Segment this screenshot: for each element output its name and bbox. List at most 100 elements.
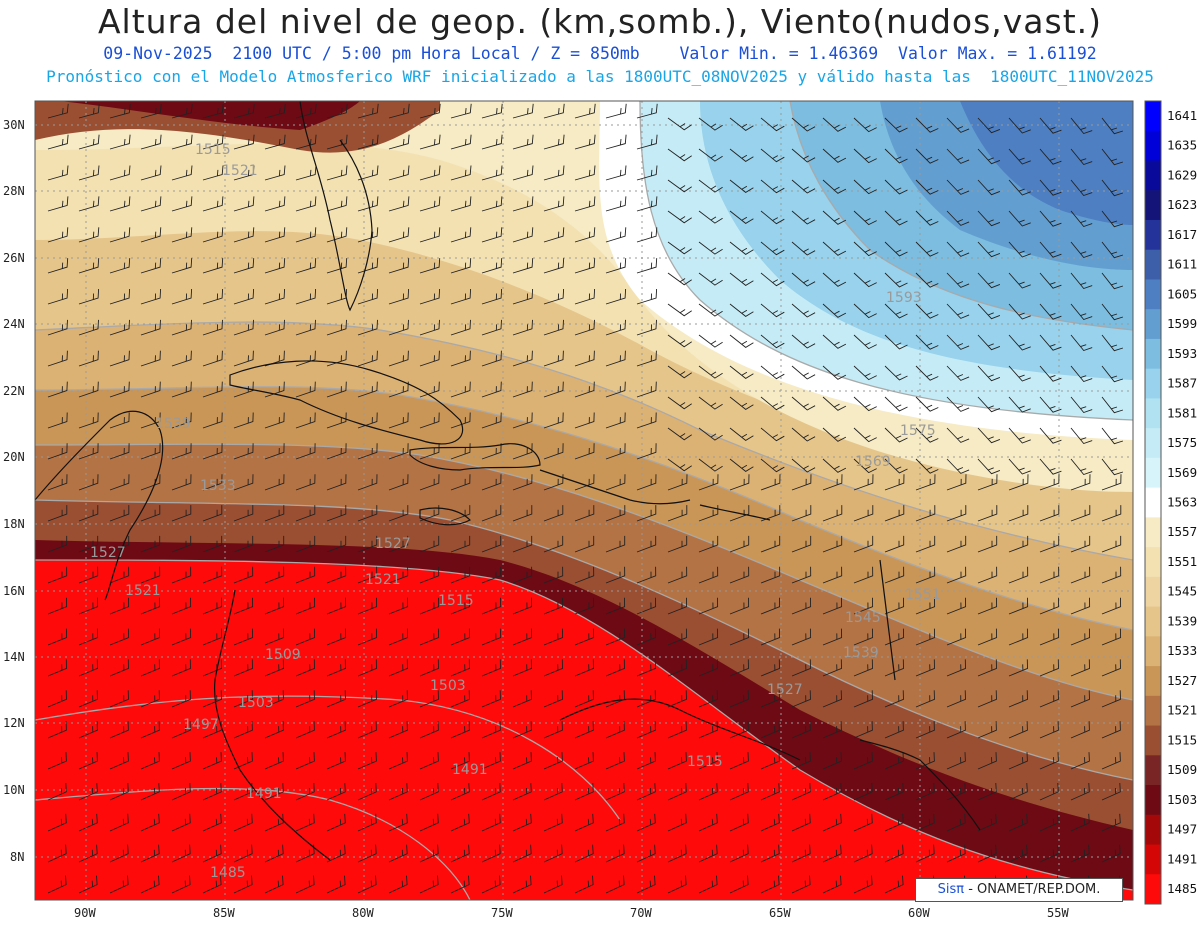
colorbar-swatch: [1145, 725, 1161, 756]
wind-barb: [357, 597, 378, 615]
colorbar-swatch: [1145, 666, 1161, 697]
wind-barb: [543, 288, 565, 305]
wind-barb: [109, 165, 131, 181]
wind-barb: [698, 813, 718, 832]
wind-barb: [388, 505, 409, 522]
wind-barb: [543, 227, 565, 243]
wind-barb: [481, 412, 502, 429]
wind-barb: [233, 505, 254, 522]
wind-barb: [295, 474, 316, 491]
wind-barb: [915, 535, 936, 553]
wind-barb: [667, 303, 692, 317]
wind-barb: [853, 474, 874, 491]
wind-barb: [450, 227, 472, 243]
wind-barb: [326, 319, 347, 336]
wind-barb: [698, 566, 719, 584]
wind-barb: [698, 690, 718, 708]
wind-barb: [512, 350, 533, 367]
lon-tick-label: 60W: [908, 906, 930, 920]
wind-barb: [109, 443, 130, 460]
wind-barb: [884, 659, 904, 677]
colorbar-swatch: [1145, 487, 1161, 518]
wind-barb: [295, 597, 316, 615]
wind-barb: [791, 396, 816, 411]
wind-barb: [171, 752, 191, 770]
lat-tick-label: 12N: [3, 716, 25, 730]
wind-barb: [853, 179, 877, 195]
wind-barb: [78, 443, 99, 460]
wind-barb: [822, 628, 843, 646]
colorbar-label: 1629: [1167, 167, 1197, 182]
colorbar-label: 1503: [1167, 792, 1197, 807]
wind-barb: [667, 334, 692, 348]
wind-barb: [1008, 505, 1029, 522]
wind-barb: [1101, 628, 1122, 646]
wind-barb: [202, 813, 222, 832]
wind-barb: [202, 443, 223, 460]
wind-barb: [791, 505, 812, 522]
wind-barb: [636, 628, 657, 646]
contour-label: 1569: [855, 454, 891, 470]
wind-barb: [171, 196, 193, 212]
wind-barb: [481, 628, 502, 646]
wind-barb: [915, 659, 935, 677]
contour-label: 1533: [200, 478, 236, 494]
colorbar: 1641 1635 1629 1623 1617 1611 1605 1599 1593 1587…: [1144, 100, 1197, 905]
wind-barb: [295, 813, 315, 832]
wind-barb: [109, 597, 130, 615]
contour-label: 1521: [125, 583, 161, 599]
wind-barb: [636, 103, 658, 119]
wind-barb: [233, 535, 254, 553]
wind-barb: [791, 303, 816, 318]
wind-barb: [698, 148, 723, 162]
contour-label: 1545: [845, 610, 881, 626]
wind-barb: [884, 752, 904, 770]
wind-barb: [481, 566, 502, 584]
wind-barb: [791, 659, 811, 677]
wind-barb: [636, 319, 657, 336]
wind-barb: [109, 319, 130, 336]
wind-barb: [171, 412, 192, 429]
wind-barb: [140, 319, 161, 336]
colorbar-label: 1497: [1167, 822, 1197, 837]
wind-barb: [1101, 179, 1124, 197]
wind-barb: [233, 165, 255, 181]
wind-barb: [729, 241, 754, 255]
wind-barb: [1039, 782, 1059, 801]
wind-barb: [574, 196, 596, 212]
lon-tick-label: 85W: [213, 906, 235, 920]
wind-barb: [760, 566, 781, 584]
wind-barb: [357, 659, 377, 677]
contour-label: 1593: [886, 290, 922, 306]
wind-barb: [295, 659, 315, 677]
wind-barb: [357, 381, 378, 398]
wind-barb: [1070, 721, 1090, 739]
wind-barb: [605, 474, 626, 491]
wind-barb: [1070, 628, 1091, 646]
wind-barb: [233, 875, 253, 894]
wind-barb: [512, 196, 534, 212]
wind-barb: [357, 319, 378, 336]
wind-barb: [388, 844, 408, 863]
longitude-axis: 90W 85W 80W 75W 70W 65W 60W 55W: [74, 906, 1069, 920]
wind-barb: [884, 179, 908, 195]
wind-barb: [977, 210, 1001, 227]
wind-barb: [1070, 148, 1093, 166]
wind-barb: [512, 813, 532, 832]
wind-barb: [760, 365, 785, 380]
wind-barb: [791, 535, 812, 553]
wind-barb: [853, 427, 877, 443]
wind-barb: [326, 875, 346, 894]
wind-barb: [822, 396, 847, 411]
wind-barb: [636, 350, 657, 367]
colorbar-label: 1563: [1167, 495, 1197, 510]
wind-barb: [698, 474, 719, 491]
wind-barb: [78, 288, 100, 305]
wind-barb: [574, 690, 594, 708]
wind-barb: [822, 659, 842, 677]
wind-barb: [47, 844, 67, 863]
wind-barb: [1070, 752, 1090, 770]
wind-barb: [326, 196, 348, 212]
wind-barb: [388, 628, 409, 646]
wind-barb: [543, 690, 563, 708]
